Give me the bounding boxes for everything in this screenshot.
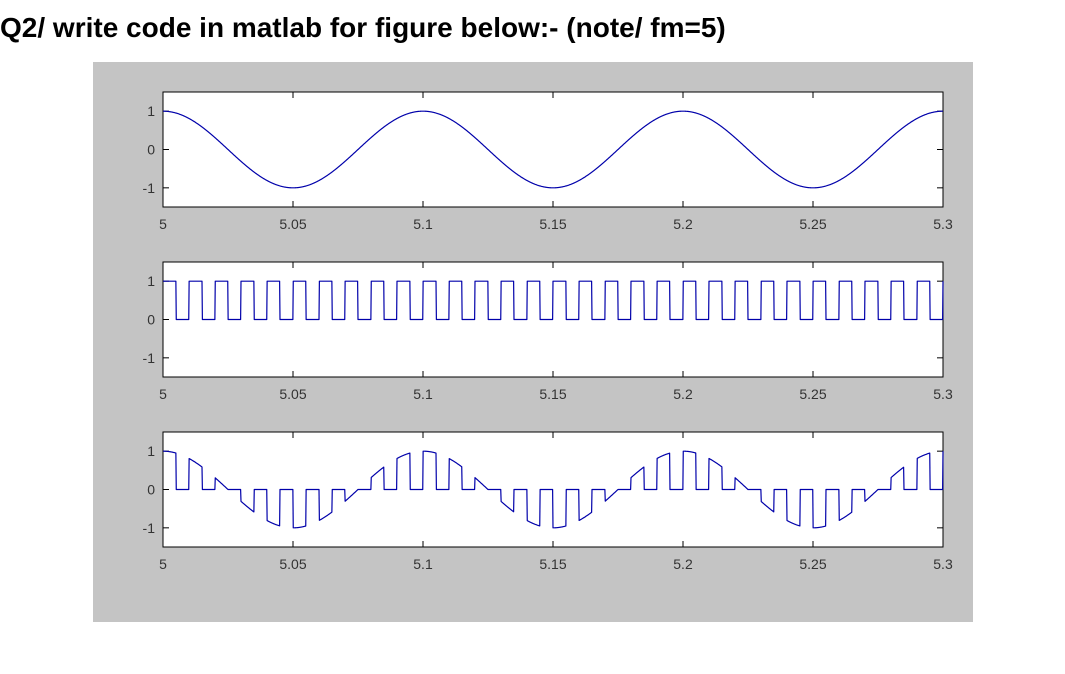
svg-text:1: 1	[147, 103, 155, 119]
svg-text:0: 0	[147, 142, 155, 158]
figure-svg: -10155.055.15.155.25.255.3-10155.055.15.…	[93, 62, 973, 622]
matlab-figure: -10155.055.15.155.25.255.3-10155.055.15.…	[93, 62, 973, 622]
svg-text:5.1: 5.1	[413, 386, 433, 402]
svg-text:1: 1	[147, 443, 155, 459]
svg-text:5.25: 5.25	[799, 216, 826, 232]
svg-text:5.3: 5.3	[933, 556, 953, 572]
svg-text:5.05: 5.05	[279, 216, 306, 232]
svg-text:5.2: 5.2	[673, 216, 693, 232]
svg-text:5.05: 5.05	[279, 556, 306, 572]
svg-text:5: 5	[159, 386, 167, 402]
svg-text:0: 0	[147, 482, 155, 498]
svg-text:5.1: 5.1	[413, 556, 433, 572]
svg-text:-1: -1	[142, 180, 155, 196]
svg-text:5.1: 5.1	[413, 216, 433, 232]
svg-text:5.15: 5.15	[539, 386, 566, 402]
svg-text:5.25: 5.25	[799, 556, 826, 572]
svg-text:5: 5	[159, 216, 167, 232]
svg-text:5.15: 5.15	[539, 556, 566, 572]
svg-text:5.25: 5.25	[799, 386, 826, 402]
svg-text:-1: -1	[142, 520, 155, 536]
svg-text:5.3: 5.3	[933, 386, 953, 402]
svg-text:5.05: 5.05	[279, 386, 306, 402]
svg-text:5: 5	[159, 556, 167, 572]
svg-text:-1: -1	[142, 350, 155, 366]
svg-text:0: 0	[147, 312, 155, 328]
svg-text:5.2: 5.2	[673, 386, 693, 402]
question-text: Q2/ write code in matlab for figure belo…	[0, 0, 1065, 54]
svg-text:5.15: 5.15	[539, 216, 566, 232]
svg-text:5.3: 5.3	[933, 216, 953, 232]
svg-text:1: 1	[147, 273, 155, 289]
svg-text:5.2: 5.2	[673, 556, 693, 572]
